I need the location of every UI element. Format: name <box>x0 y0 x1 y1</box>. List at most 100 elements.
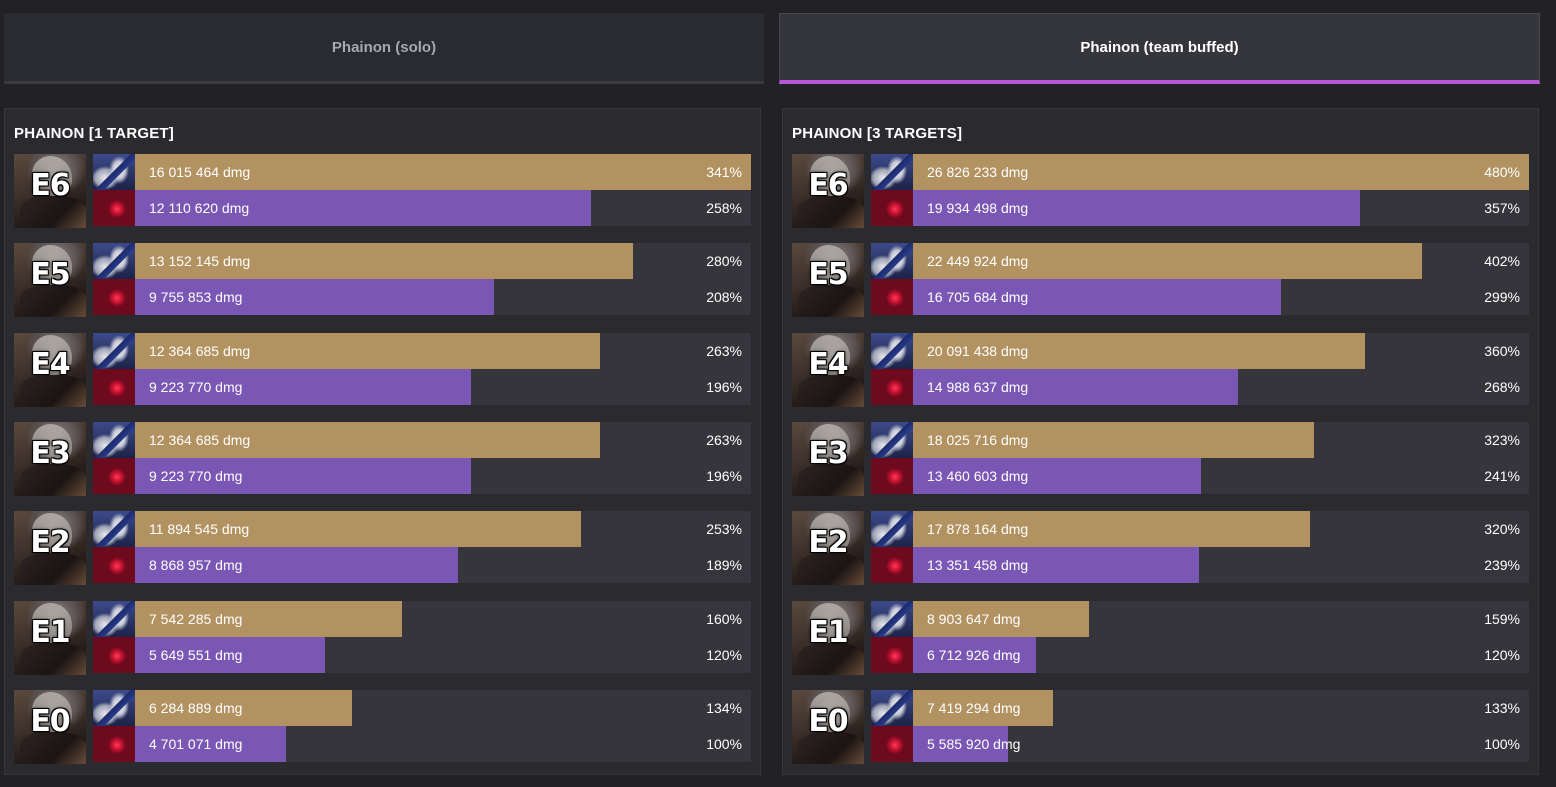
bar-track: 22 449 924 dmg 402% <box>871 243 1529 280</box>
phainon-portrait-icon: E4 <box>14 332 86 407</box>
portrait-hair <box>32 602 72 643</box>
damage-label: 26 826 233 dmg <box>927 164 1029 180</box>
bar-track: 18 025 716 dmg 323% <box>871 421 1529 458</box>
percent-label: 402% <box>1484 253 1520 270</box>
damage-label: 8 868 957 dmg <box>149 557 243 574</box>
bar-track: 12 110 620 dmg 258% <box>93 190 751 226</box>
light-cone-a-icon <box>871 243 913 280</box>
percent-label: 196% <box>706 467 742 484</box>
phainon-portrait-icon: E2 <box>792 511 864 586</box>
chart-row-e0: E0 7 419 294 dmg 133% 5 585 920 dmg 100% <box>792 689 1529 764</box>
light-cone-a-icon <box>871 511 913 548</box>
chart-title: PHAINON [1 TARGET] <box>14 125 174 142</box>
portrait-cloak <box>20 553 86 586</box>
damage-label: 16 015 464 dmg <box>149 164 251 180</box>
percent-label: 320% <box>1484 521 1520 538</box>
phainon-portrait-icon: E5 <box>14 243 86 318</box>
portrait-hair <box>32 691 72 732</box>
portrait-cloak <box>798 642 864 675</box>
damage-label: 9 223 770 dmg <box>149 467 243 484</box>
chart-row-e5: E5 13 152 145 dmg 280% 9 755 853 dmg 208% <box>14 243 751 318</box>
bar-track: 13 152 145 dmg 280% <box>93 243 751 280</box>
damage-label: 12 110 620 dmg <box>149 200 250 216</box>
portrait-cloak <box>20 196 86 228</box>
portrait-cloak <box>798 374 864 407</box>
portrait-hair <box>32 156 72 196</box>
chart-title: PHAINON [3 TARGETS] <box>792 125 963 142</box>
percent-label: 120% <box>1484 646 1520 663</box>
bar-series-a-e3 <box>871 421 1314 458</box>
chart-panel-3-targets: PHAINON [3 TARGETS] E6 26 826 233 dmg 480%… <box>782 108 1539 775</box>
damage-label: 4 701 071 dmg <box>149 735 243 752</box>
tab-phainon-solo[interactable]: Phainon (solo) <box>4 13 764 84</box>
damage-label: 7 419 294 dmg <box>927 699 1021 716</box>
percent-label: 263% <box>706 342 742 359</box>
percent-label: 120% <box>706 646 742 663</box>
bar-track: 5 585 920 dmg 100% <box>871 725 1529 762</box>
bar-series-a-e2 <box>871 511 1310 548</box>
light-cone-b-icon <box>871 190 913 226</box>
portrait-cloak <box>798 196 864 228</box>
eidolon-label: E4 <box>808 346 848 382</box>
bar-series-b-e4 <box>93 368 471 405</box>
bar-track: 19 934 498 dmg 357% <box>871 190 1529 226</box>
light-cone-b-icon <box>93 368 135 405</box>
eidolon-label: E6 <box>30 168 70 203</box>
bar-track: 8 868 957 dmg 189% <box>93 547 751 584</box>
light-cone-a-icon <box>93 511 135 548</box>
percent-label: 280% <box>706 253 742 270</box>
bar-track: 17 878 164 dmg 320% <box>871 511 1529 548</box>
bar-series-a-e2 <box>93 511 581 548</box>
bar-track: 12 364 685 dmg 263% <box>93 332 751 369</box>
phainon-portrait-icon: E1 <box>14 600 86 675</box>
eidolon-label: E1 <box>808 614 848 650</box>
bar-track: 7 419 294 dmg 133% <box>871 689 1529 726</box>
bar-track: 6 284 889 dmg 134% <box>93 689 751 726</box>
percent-label: 357% <box>1484 200 1520 216</box>
phainon-portrait-icon: E2 <box>14 511 86 586</box>
bar-track: 11 894 545 dmg 253% <box>93 511 751 548</box>
light-cone-b-icon <box>93 457 135 494</box>
portrait-cloak <box>20 374 86 407</box>
eidolon-label: E5 <box>30 257 70 293</box>
phainon-portrait-icon: E0 <box>792 689 864 764</box>
light-cone-a-icon <box>93 600 135 637</box>
bar-series-b-e6 <box>93 190 591 226</box>
bar-track: 16 705 684 dmg 299% <box>871 279 1529 316</box>
phainon-portrait-icon: E0 <box>14 689 86 764</box>
portrait-cloak <box>798 463 864 496</box>
chart-row-e6: E6 16 015 464 dmg 341% 12 110 620 dmg 258% <box>14 154 751 228</box>
portrait-cloak <box>798 553 864 586</box>
tab-phainon-team-buffed[interactable]: Phainon (team buffed) <box>779 13 1540 84</box>
damage-label: 20 091 438 dmg <box>927 342 1029 359</box>
portrait-hair <box>810 513 850 554</box>
chart-row-e2: E2 17 878 164 dmg 320% 13 351 458 dmg 239% <box>792 511 1529 586</box>
damage-label: 17 878 164 dmg <box>927 521 1029 538</box>
eidolon-label: E1 <box>30 614 70 650</box>
percent-label: 134% <box>706 699 742 716</box>
percent-label: 100% <box>1484 735 1520 752</box>
portrait-hair <box>32 423 72 464</box>
bar-series-a-e5 <box>93 243 633 280</box>
chart-row-e3: E3 12 364 685 dmg 263% 9 223 770 dmg 196% <box>14 421 751 496</box>
chart-row-e1: E1 8 903 647 dmg 159% 6 712 926 dmg 120% <box>792 600 1529 675</box>
portrait-hair <box>810 602 850 643</box>
portrait-cloak <box>20 642 86 675</box>
percent-label: 160% <box>706 610 742 627</box>
chart-row-e3: E3 18 025 716 dmg 323% 13 460 603 dmg 241% <box>792 421 1529 496</box>
eidolon-label: E3 <box>808 435 848 471</box>
phainon-portrait-icon: E4 <box>792 332 864 407</box>
portrait-hair <box>810 156 850 196</box>
percent-label: 341% <box>706 164 742 180</box>
bar-track: 26 826 233 dmg 480% <box>871 154 1529 190</box>
damage-label: 11 894 545 dmg <box>149 521 250 538</box>
light-cone-a-icon <box>93 689 135 726</box>
bar-series-b-e2 <box>871 547 1199 584</box>
eidolon-label: E2 <box>30 525 70 561</box>
percent-label: 263% <box>706 431 742 448</box>
damage-label: 12 364 685 dmg <box>149 342 251 359</box>
chart-row-e4: E4 12 364 685 dmg 263% 9 223 770 dmg 196% <box>14 332 751 407</box>
percent-label: 480% <box>1484 164 1520 180</box>
light-cone-b-icon <box>93 190 135 226</box>
phainon-portrait-icon: E3 <box>792 421 864 496</box>
